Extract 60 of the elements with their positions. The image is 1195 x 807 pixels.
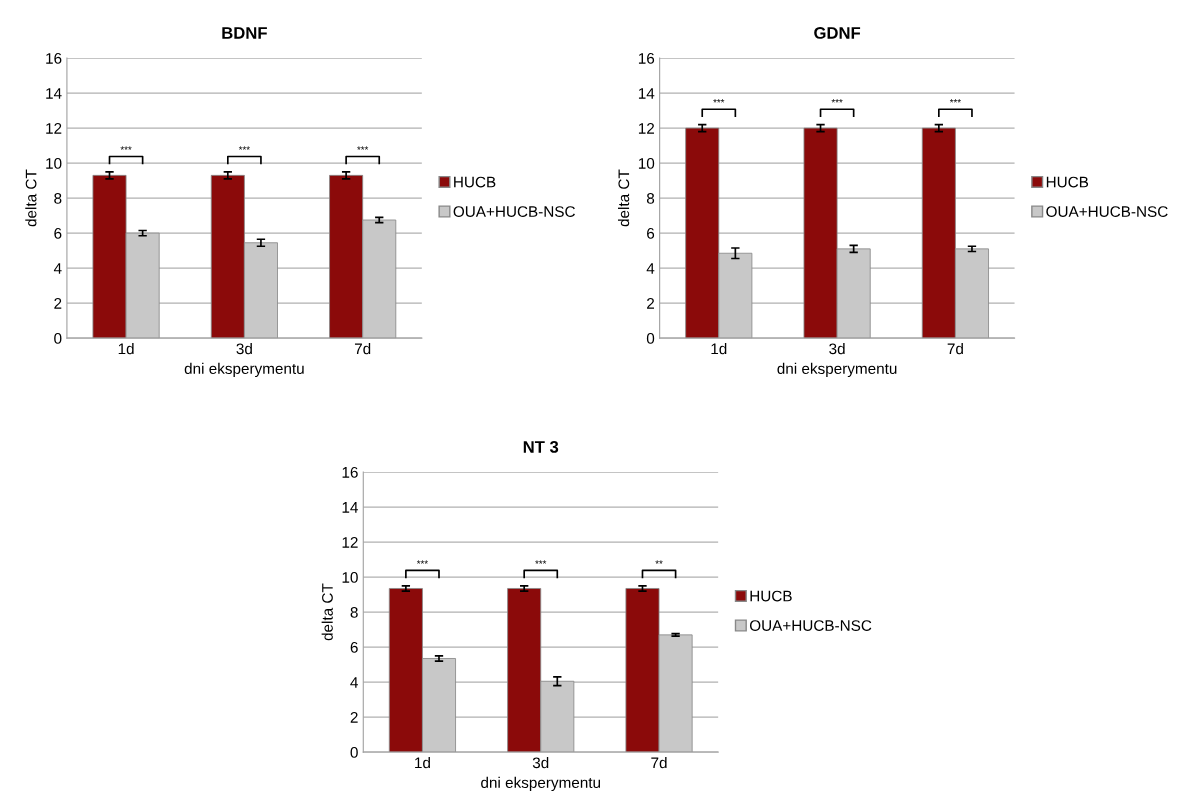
x-axis-title: dni eksperymentu bbox=[777, 362, 897, 378]
chart-title: GDNF bbox=[814, 27, 861, 39]
annotation: *** bbox=[416, 560, 428, 564]
legend-label: OUA+HUCB-NSC bbox=[749, 620, 872, 631]
y-tick-label: 8 bbox=[350, 606, 358, 618]
y-tick-label: 12 bbox=[638, 122, 655, 134]
y-tick-label: 8 bbox=[646, 192, 655, 204]
y-axis-title: delta CT bbox=[25, 169, 37, 227]
annotation: *** bbox=[713, 99, 725, 103]
y-tick-label: 16 bbox=[342, 466, 358, 478]
y-tick-label: 10 bbox=[342, 571, 358, 583]
legend-label: OUA+HUCB-NSC bbox=[1046, 206, 1168, 217]
y-tick-label: 4 bbox=[350, 677, 358, 688]
x-axis-title: dni eksperymentu bbox=[184, 362, 304, 378]
x-tick-label: 1d bbox=[415, 756, 430, 769]
y-tick-label: 6 bbox=[54, 227, 62, 239]
legend-label: OUA+HUCB-NSC bbox=[453, 206, 575, 217]
annotation: *** bbox=[831, 99, 843, 103]
x-tick-label: 7d bbox=[354, 342, 371, 355]
y-tick-label: 14 bbox=[638, 88, 655, 99]
y-tick-label: 16 bbox=[638, 52, 655, 64]
y-tick-label: 0 bbox=[350, 746, 358, 758]
annotation: ** bbox=[655, 560, 663, 564]
y-tick-label: 12 bbox=[46, 122, 62, 134]
x-tick-label: 1d bbox=[118, 342, 134, 355]
y-tick-label: 12 bbox=[342, 536, 358, 548]
y-tick-label: 0 bbox=[646, 333, 655, 344]
x-tick-label: 3d bbox=[236, 342, 252, 355]
y-tick-label: 8 bbox=[54, 192, 62, 204]
x-tick-label: 3d bbox=[829, 342, 845, 355]
y-tick-label: 16 bbox=[46, 52, 62, 64]
x-tick-label: 1d bbox=[711, 342, 727, 355]
y-tick-label: 2 bbox=[350, 711, 358, 723]
y-tick-label: 6 bbox=[647, 227, 655, 239]
y-tick-label: 4 bbox=[646, 263, 655, 274]
y-tick-label: 14 bbox=[342, 502, 358, 513]
y-tick-label: 6 bbox=[350, 641, 358, 653]
x-tick-label: 3d bbox=[532, 756, 549, 769]
y-axis-title: delta CT bbox=[617, 169, 630, 227]
annotation: *** bbox=[357, 146, 369, 150]
y-tick-label: 2 bbox=[647, 298, 655, 309]
annotation: *** bbox=[949, 99, 961, 103]
annotation: *** bbox=[535, 560, 547, 564]
y-tick-label: 10 bbox=[638, 157, 655, 169]
annotation: *** bbox=[120, 146, 132, 150]
annotation: *** bbox=[238, 146, 250, 150]
chart-title: BDNF bbox=[222, 27, 267, 39]
chart-title: NT 3 bbox=[523, 441, 559, 453]
y-tick-label: 0 bbox=[54, 333, 62, 344]
legend-label: HUCB bbox=[750, 590, 792, 602]
y-axis-title: delta CT bbox=[321, 583, 333, 641]
y-tick-label: 14 bbox=[46, 88, 62, 99]
x-tick-label: 7d bbox=[651, 756, 667, 769]
legend-label: HUCB bbox=[1046, 176, 1089, 188]
y-tick-label: 2 bbox=[54, 298, 62, 309]
y-tick-label: 10 bbox=[46, 157, 62, 169]
legend-label: HUCB bbox=[454, 176, 496, 188]
x-axis-title: dni eksperymentu bbox=[481, 776, 601, 792]
x-tick-label: 7d bbox=[947, 342, 963, 355]
y-tick-label: 4 bbox=[53, 263, 62, 274]
